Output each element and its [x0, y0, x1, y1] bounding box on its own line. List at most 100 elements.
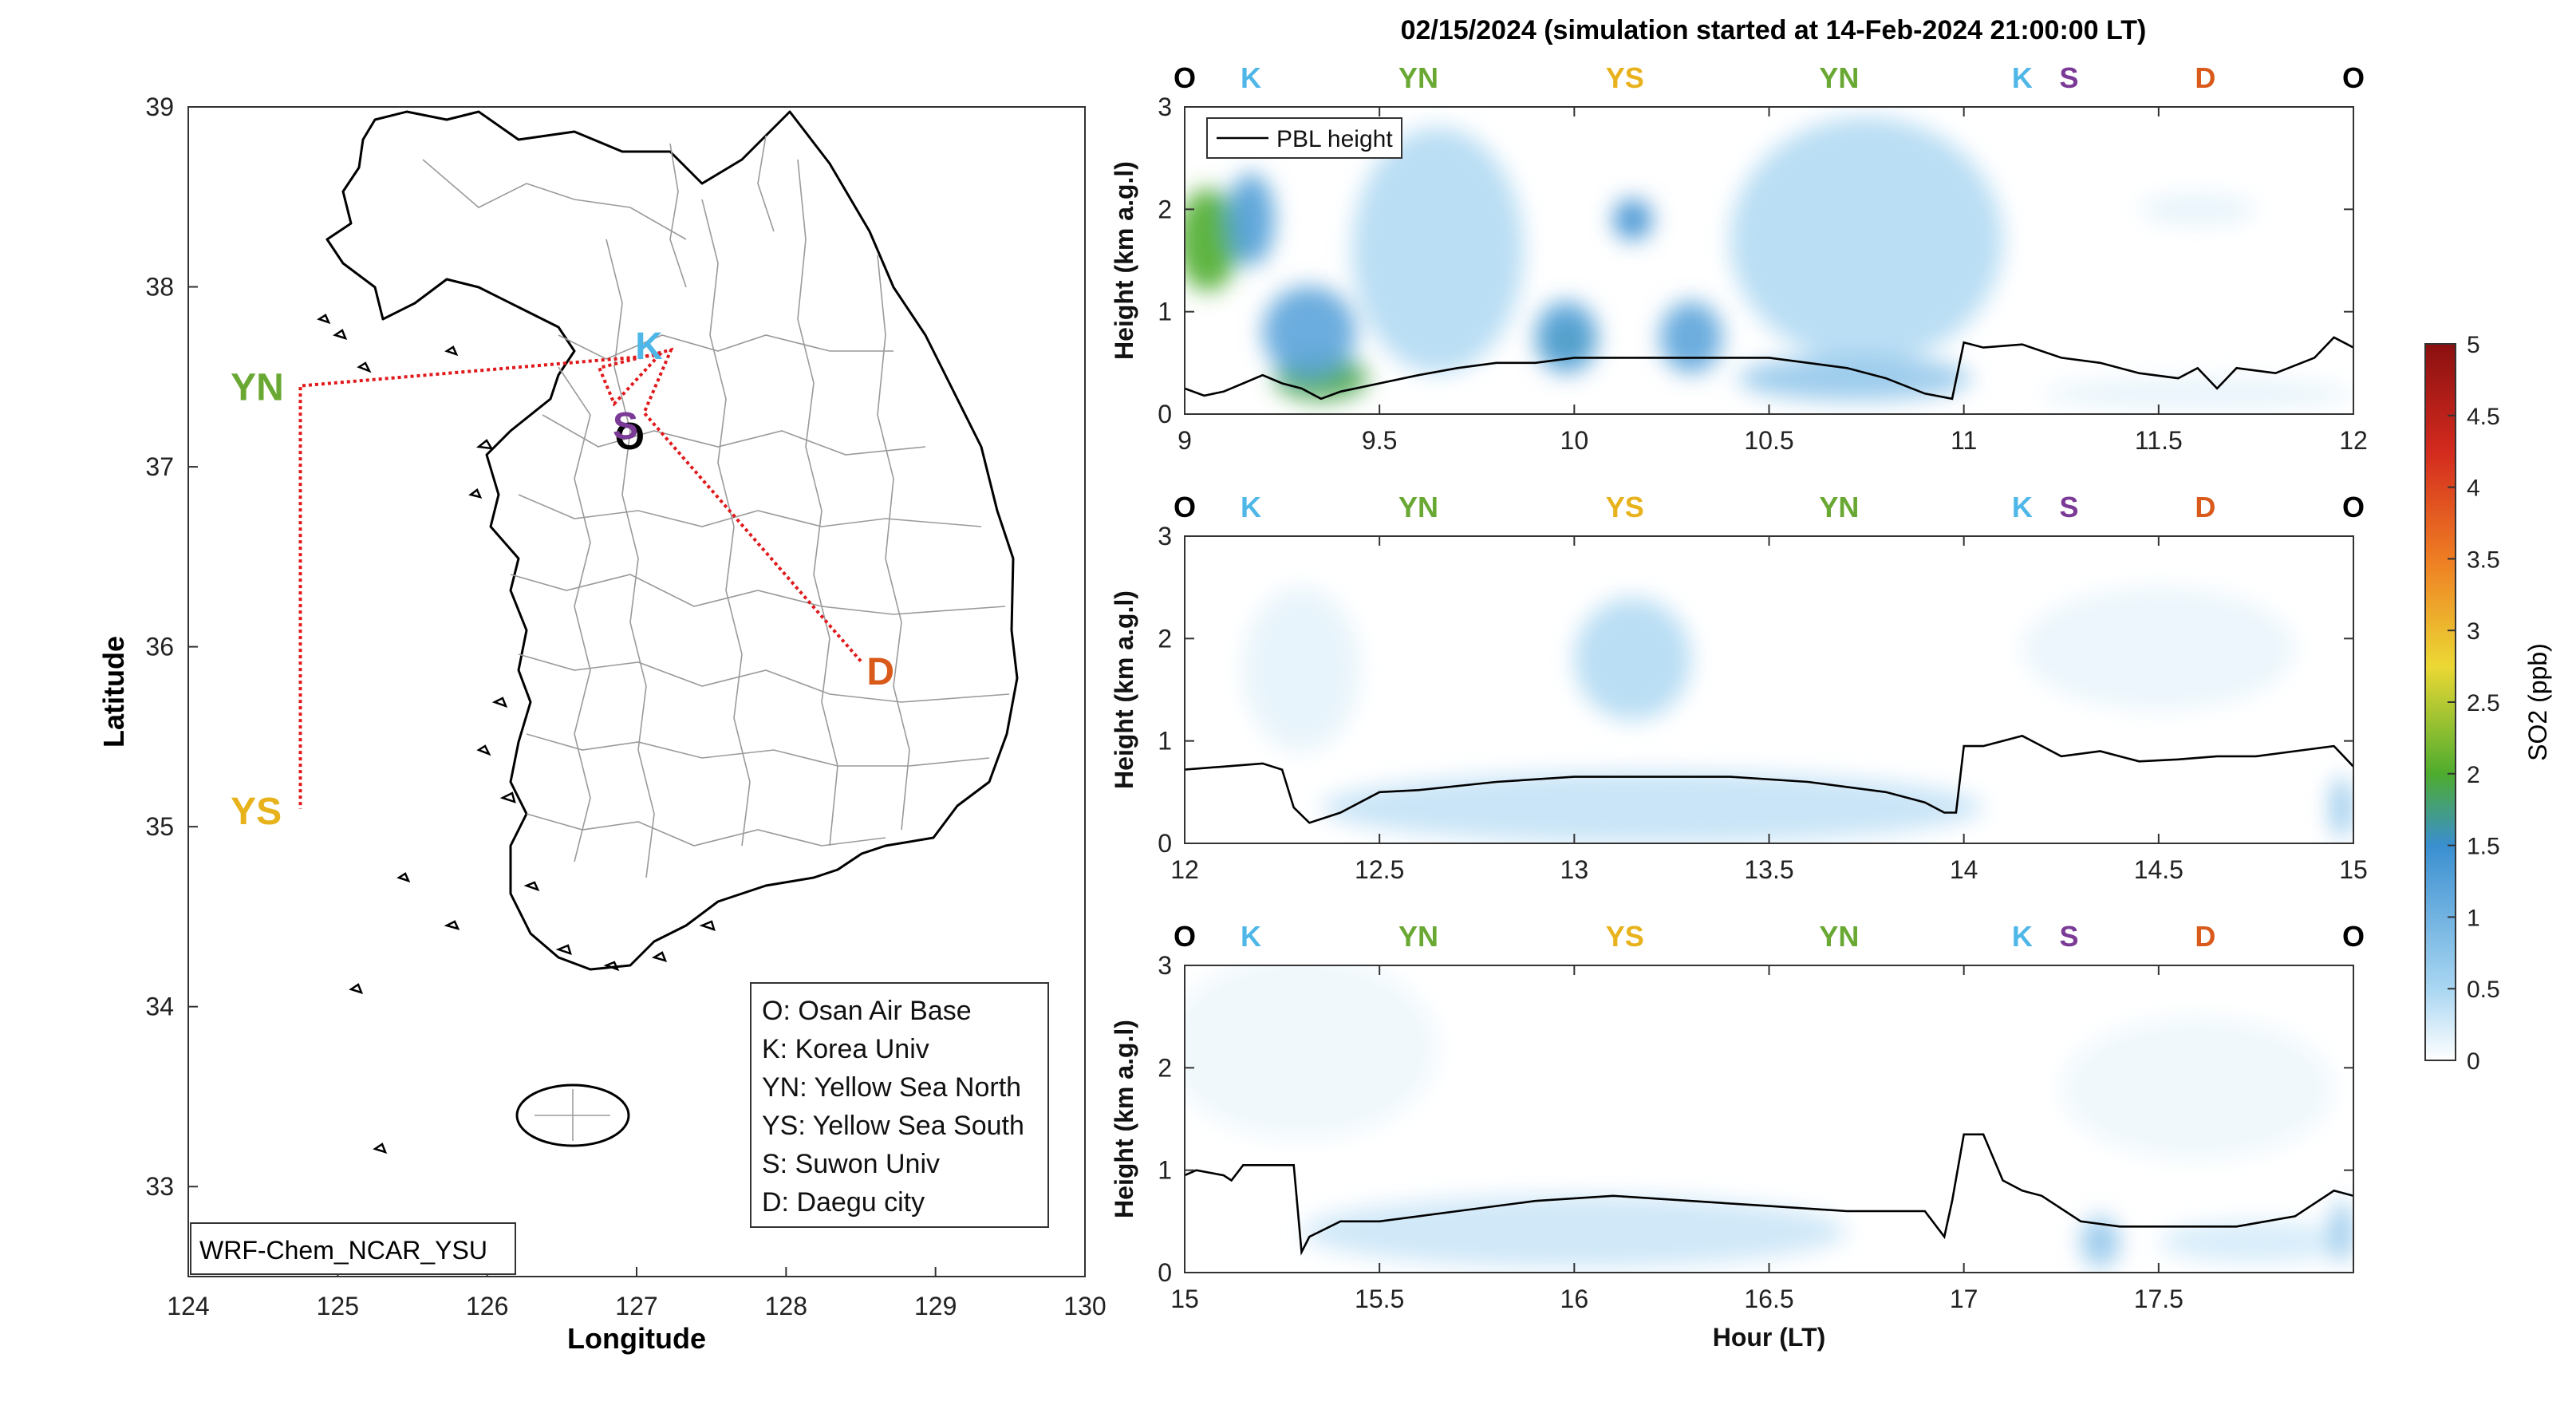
colorbar: 0 0.5 1 1.5 2 2.5 3 3.5 4 4.5 5 SO2 (ppb) [2424, 332, 2552, 1075]
flight-route [298, 347, 862, 809]
map-ylabel: Latitude [97, 636, 130, 748]
so2-blob [1351, 127, 1524, 373]
map-xtick-label: 124 [167, 1292, 209, 1320]
xtick-label: 17.5 [2134, 1285, 2183, 1313]
colorbar-label: SO2 (ppb) [2523, 643, 2552, 761]
xtick-label: 15 [2339, 855, 2368, 884]
pbl-legend: PBL height [1206, 117, 1402, 159]
pbl-legend-label: PBL height [1276, 126, 1393, 152]
route-label-yn: YN [1819, 61, 1859, 94]
so2-blob [1243, 587, 1360, 752]
route-label-yn: YN [1398, 920, 1438, 953]
xtick-label: 15.5 [1355, 1285, 1404, 1313]
xtick-label: 16 [1560, 1285, 1589, 1313]
so2-blob [2139, 194, 2256, 225]
map-ytick-label: 39 [145, 93, 174, 121]
site-label-ys: YS [231, 791, 282, 833]
colorbar-tick-label: 4.5 [2467, 404, 2500, 430]
pbl-height-line [1185, 734, 2353, 824]
so2-blob [2081, 1216, 2120, 1268]
route-label-o: O [1174, 920, 1196, 953]
peninsula-outline [325, 110, 1019, 971]
site-legend-item: K: Korea Univ [762, 1034, 929, 1064]
xtick-label: 10.5 [1744, 426, 1793, 455]
so2-blob [1535, 301, 1598, 373]
so2-blob [1738, 355, 1972, 401]
so2-blob [2158, 1221, 2353, 1263]
site-legend-item: D: Daegu city [762, 1187, 925, 1218]
site-label-yn: YN [231, 367, 284, 409]
xtick-label: 17 [1950, 1285, 1978, 1313]
route-label-o: O [2342, 920, 2365, 953]
xtick-label: 16.5 [1744, 1285, 1793, 1313]
so2-blob [1185, 965, 1438, 1140]
figure-title: 02/15/2024 (simulation started at 14-Feb… [1401, 15, 2147, 45]
xtick-label: 11.5 [2135, 426, 2183, 455]
site-label-s: S [613, 405, 638, 448]
site-label-o: O [615, 416, 645, 458]
route-label-k: K [1241, 61, 1261, 94]
route-label-k: K [2012, 61, 2033, 94]
so2-blob [1613, 199, 1652, 240]
route-label-o: O [2342, 491, 2365, 523]
ytick-label: 3 [1158, 93, 1172, 121]
map-ytick-label: 34 [145, 993, 174, 1021]
ytick-label: 0 [1158, 829, 1172, 858]
xtick-label: 11 [1951, 426, 1977, 455]
colorbar-ticks: 0 0.5 1 1.5 2 2.5 3 3.5 4 4.5 5 [2448, 332, 2500, 1075]
model-label: WRF-Chem_NCAR_YSU [199, 1236, 487, 1265]
site-legend-item: YN: Yellow Sea North [762, 1072, 1021, 1103]
xtick-label: 10 [1560, 426, 1589, 455]
map-xtick-label: 130 [1063, 1292, 1106, 1320]
ytick-label: 2 [1158, 624, 1172, 653]
pbl-height-line [1185, 336, 2353, 401]
so2-blob [1227, 173, 1275, 266]
route-label-yn: YN [1819, 920, 1859, 953]
route-label-k: K [1241, 491, 1261, 523]
map-xlabel: Longitude [567, 1322, 706, 1355]
site-labels: O K YN YS S D [231, 326, 894, 833]
site-legend: O: Osan Air Base K: Korea Univ YN: Yellow … [750, 982, 1049, 1228]
map-ytick-label: 35 [145, 812, 174, 841]
ytick-label: 3 [1158, 522, 1172, 551]
so2-blob [2022, 587, 2295, 711]
site-label-k: K [635, 326, 663, 368]
ytick-label: 2 [1158, 1053, 1172, 1082]
route-label-s: S [2060, 491, 2079, 523]
xtick-label: 12.5 [1355, 855, 1404, 884]
ytick-label: 3 [1158, 951, 1172, 980]
map-x-ticks: 124 125 126 127 128 129 130 [167, 1267, 1107, 1320]
so2-blob [2329, 1201, 2353, 1263]
colorbar-tick-label: 0.5 [2467, 977, 2500, 1003]
route-label-ys: YS [1606, 61, 1644, 94]
colorbar-tick-label: 3.5 [2467, 547, 2500, 573]
xtick-label: 14 [1950, 855, 1978, 884]
route-label-d: D [2195, 61, 2215, 94]
colorbar-tick-label: 2.5 [2467, 690, 2500, 716]
route-label-k: K [1241, 920, 1261, 953]
route-label-k: K [2012, 920, 2033, 953]
route-label-o: O [1174, 61, 1196, 94]
colorbar-tick-label: 4 [2467, 476, 2480, 502]
route-label-yn: YN [1398, 491, 1438, 523]
route-label-yn: YN [1398, 61, 1438, 94]
so2-blob [1262, 286, 1356, 379]
so2-field [1185, 965, 2353, 1268]
panel-ylabel: Height (km a.g.l) [1110, 1020, 1138, 1218]
district-boundaries [422, 135, 1010, 878]
model-label-box: WRF-Chem_NCAR_YSU [190, 1222, 516, 1275]
so2-blob [1320, 772, 1984, 843]
so2-blob [2329, 776, 2353, 839]
xtick-label: 12 [1170, 855, 1199, 884]
xtick-label: 12 [2339, 426, 2368, 455]
so2-blob [1659, 301, 1722, 373]
ytick-label: 1 [1158, 1156, 1172, 1185]
panel-3: 15 15.5 16 16.5 17 17.5 0 1 2 3 Height (km a.g.l) H… [1110, 920, 2365, 1352]
map-xtick-label: 127 [615, 1292, 657, 1320]
panel-ylabel: Height (km a.g.l) [1110, 590, 1138, 789]
ytick-label: 0 [1158, 1258, 1172, 1287]
